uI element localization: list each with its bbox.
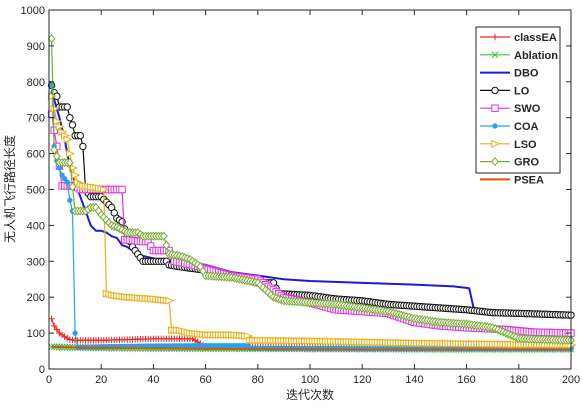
legend-label: LSO (514, 139, 537, 151)
data-point (118, 185, 126, 194)
legend-item: LSO (480, 139, 537, 151)
y-tick-label: 200 (27, 292, 45, 304)
data-point (55, 122, 65, 131)
x-tick-label: 40 (147, 374, 159, 386)
data-point (51, 322, 58, 330)
data-point (53, 326, 61, 333)
data-point (159, 231, 168, 241)
legend-label: classEA (514, 32, 557, 44)
data-point (72, 330, 78, 336)
legend-marker (492, 123, 498, 129)
legend-item: COA (480, 121, 539, 133)
data-point (63, 135, 73, 144)
data-point (66, 149, 76, 158)
axes: 0 20 40 60 80 100 120 140 160 180 200 0 100 200 300 400… (21, 5, 581, 386)
x-tick-label: 60 (199, 374, 211, 386)
data-point (165, 296, 175, 305)
plot-lines (47, 34, 577, 353)
data-point (61, 176, 68, 182)
data-point (68, 121, 77, 129)
series-psea (51, 345, 571, 351)
series-gro (47, 34, 575, 345)
y-tick-label: 100 (27, 328, 45, 340)
legend-item: Ablation (480, 50, 558, 62)
y-tick-label: 300 (27, 256, 45, 268)
legend-item: LO (480, 85, 530, 97)
y-tick-label: 700 (27, 113, 45, 125)
data-point (79, 142, 87, 151)
data-point (76, 131, 85, 140)
series-lso (47, 92, 577, 349)
x-axis-label: 迭代次数 (286, 387, 334, 402)
data-point (66, 114, 74, 122)
x-tick-label: 120 (353, 374, 371, 386)
x-tick-label: 80 (252, 374, 264, 386)
y-tick-label: 900 (27, 41, 45, 53)
y-tick-label: 600 (27, 149, 45, 161)
x-tick-label: 180 (510, 374, 528, 386)
legend-box (475, 26, 561, 174)
series-line (51, 345, 571, 351)
data-point (66, 157, 74, 168)
data-point (67, 197, 73, 203)
data-point (162, 240, 171, 250)
legend-label: GRO (514, 157, 540, 169)
data-point (68, 182, 77, 192)
legend-item: GRO (480, 157, 540, 169)
data-point (71, 171, 81, 180)
legend-marker (491, 33, 499, 41)
legend-item: classEA (480, 32, 557, 44)
data-point (59, 172, 65, 178)
legend-item: PSEA (480, 174, 544, 186)
legend-label: DBO (514, 68, 539, 80)
data-point (47, 92, 58, 101)
x-tick-label: 100 (301, 374, 319, 386)
legend-label: LO (514, 85, 530, 97)
data-point (100, 185, 110, 194)
legend-label: COA (514, 121, 539, 133)
legend-label: PSEA (514, 174, 544, 186)
y-tick-label: 500 (27, 185, 45, 197)
y-tick-label: 1000 (21, 5, 45, 17)
data-point (64, 179, 70, 186)
legend-marker (491, 139, 501, 148)
x-tick-label: 200 (562, 374, 580, 386)
data-point (50, 145, 59, 155)
legend-marker (491, 104, 499, 112)
x-tick-label: 20 (95, 374, 107, 386)
legend-marker (491, 157, 499, 167)
legend-item: DBO (480, 68, 539, 80)
legend-label: Ablation (514, 50, 558, 62)
legend-label: SWO (514, 103, 541, 115)
y-tick-label: 0 (39, 364, 45, 376)
y-tick-label: 800 (27, 77, 45, 89)
legend-item: SWO (480, 103, 541, 115)
data-point (63, 103, 71, 111)
legend-marker (491, 51, 499, 59)
legend-marker (491, 86, 499, 95)
x-tick-label: 0 (46, 374, 52, 386)
x-tick-label: 160 (457, 374, 475, 386)
data-point (52, 151, 61, 161)
y-axis-label: 无人机飞行路径长度 (2, 135, 17, 243)
legend: classEA Ablation DBO LO SWO COA LSO GRO PSEA (475, 26, 561, 186)
x-tick-label: 140 (405, 374, 423, 386)
y-tick-label: 400 (27, 220, 45, 232)
